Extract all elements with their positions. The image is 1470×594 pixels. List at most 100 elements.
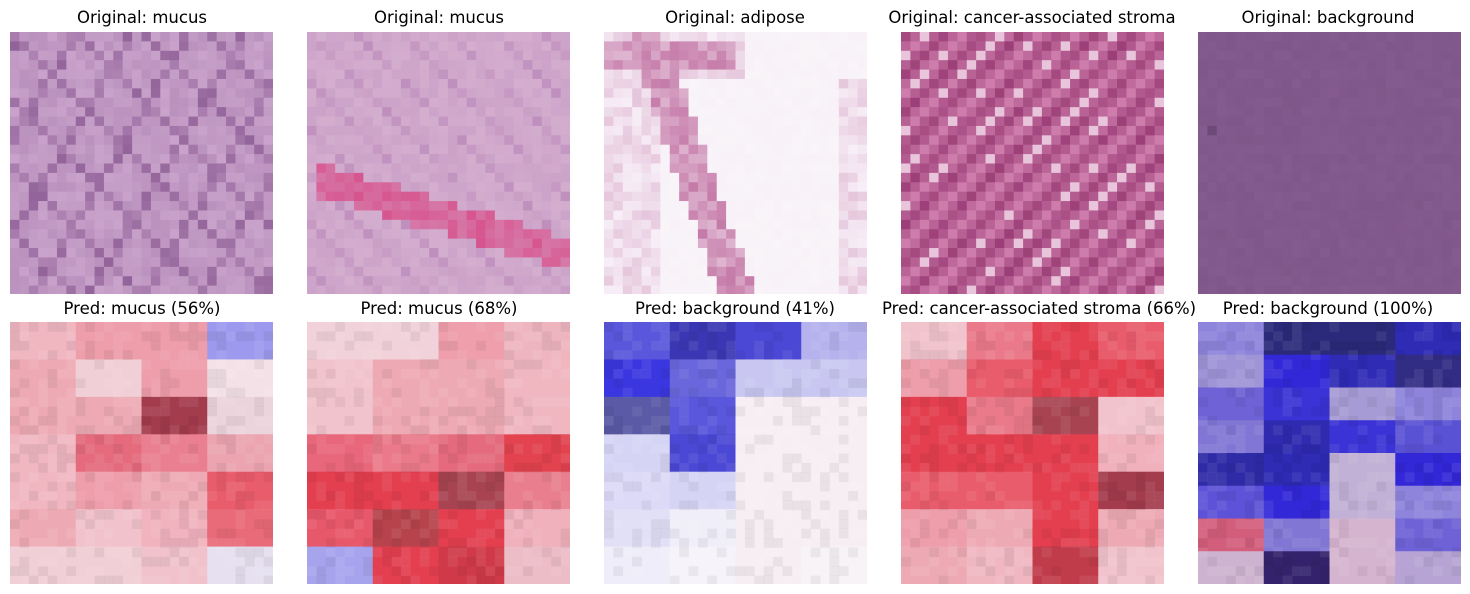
tissue-pixel <box>532 107 543 117</box>
tissue-pixel <box>1154 107 1164 117</box>
tissue-pixel <box>1282 60 1293 70</box>
tissue-pixel <box>1282 69 1293 80</box>
tissue-pixel <box>169 248 180 258</box>
tissue-pixel <box>132 41 142 52</box>
tissue-pixel <box>1357 172 1368 183</box>
tissue-pixel <box>1451 172 1461 183</box>
texture-pixel <box>216 378 227 389</box>
texture-pixel <box>307 509 317 520</box>
texture-pixel <box>660 519 671 530</box>
tissue-pixel <box>94 32 105 42</box>
tissue-pixel <box>1235 50 1246 61</box>
texture-pixel <box>419 491 430 501</box>
tissue-pixel <box>188 32 199 42</box>
texture-pixel <box>551 434 561 445</box>
tissue-pixel <box>697 69 708 80</box>
tissue-pixel <box>1051 276 1062 286</box>
tissue-pixel <box>1235 97 1246 108</box>
tissue-pixel <box>28 238 39 249</box>
tissue-pixel <box>344 163 355 174</box>
tissue-pixel <box>726 266 736 277</box>
tissue-pixel <box>604 182 614 193</box>
tissue-pixel <box>56 276 67 286</box>
tissue-pixel <box>494 285 505 294</box>
tissue-pixel <box>1004 41 1015 52</box>
tissue-pixel <box>857 125 867 136</box>
tissue-pixel <box>1207 210 1218 221</box>
tissue-pixel <box>244 266 255 277</box>
texture-pixel <box>447 397 458 407</box>
tissue-pixel <box>1126 285 1137 294</box>
tissue-pixel <box>688 69 699 80</box>
texture-pixel <box>150 434 161 445</box>
texture-pixel <box>679 415 689 426</box>
tissue-pixel <box>1442 219 1452 230</box>
tissue-pixel <box>1385 172 1396 183</box>
texture-pixel <box>353 397 364 407</box>
tissue-pixel <box>94 266 105 277</box>
tissue-pixel <box>197 41 208 52</box>
tissue-pixel <box>307 266 317 277</box>
texture-pixel <box>532 556 543 567</box>
texture-pixel <box>754 350 765 360</box>
texture-pixel <box>494 415 505 426</box>
texture-pixel <box>485 387 496 398</box>
texture-pixel <box>523 406 533 417</box>
tissue-pixel <box>254 144 264 155</box>
texture-pixel <box>782 397 793 407</box>
tissue-pixel <box>85 285 95 294</box>
texture-pixel <box>707 406 718 417</box>
texture-pixel <box>19 331 30 342</box>
tissue-pixel <box>504 285 515 294</box>
tissue-pixel <box>226 41 236 52</box>
tissue-pixel <box>1254 248 1265 258</box>
tissue-pixel <box>476 248 486 258</box>
tissue-pixel <box>1135 276 1146 286</box>
tissue-pixel <box>391 248 402 258</box>
tissue-pixel <box>650 116 661 127</box>
texture-pixel <box>419 453 430 464</box>
tissue-pixel <box>947 78 958 89</box>
tissue-pixel <box>1235 210 1246 221</box>
tissue-pixel <box>1385 201 1396 211</box>
tissue-pixel <box>976 144 986 155</box>
tissue-pixel <box>707 172 718 183</box>
tissue-pixel <box>1442 163 1452 174</box>
tissue-pixel <box>1145 154 1155 164</box>
tissue-pixel <box>919 107 930 117</box>
tissue-pixel <box>541 219 552 230</box>
tissue-pixel <box>966 78 977 89</box>
tissue-pixel <box>1291 97 1302 108</box>
texture-pixel <box>179 453 189 464</box>
texture-pixel <box>75 340 86 351</box>
tissue-pixel <box>363 97 374 108</box>
tissue-pixel <box>1226 191 1236 202</box>
texture-pixel <box>56 547 67 558</box>
tissue-pixel <box>679 248 689 258</box>
tissue-pixel <box>541 144 552 155</box>
texture-pixel <box>622 350 633 360</box>
tissue-pixel <box>560 116 570 127</box>
tissue-pixel <box>244 88 255 99</box>
texture-pixel <box>47 415 58 426</box>
original-title-5: Original: background <box>1241 8 1415 27</box>
tissue-pixel <box>1004 191 1015 202</box>
tissue-pixel <box>1117 116 1127 127</box>
tissue-pixel <box>141 285 152 294</box>
tissue-pixel <box>1004 182 1015 193</box>
tissue-pixel <box>188 41 199 52</box>
tissue-pixel <box>848 32 858 42</box>
tissue-pixel <box>801 135 812 146</box>
tissue-pixel <box>169 257 180 268</box>
tissue-pixel <box>1117 172 1127 183</box>
texture-pixel <box>641 519 652 530</box>
tissue-pixel <box>504 229 515 240</box>
texture-pixel <box>523 538 533 548</box>
tissue-pixel <box>10 50 20 61</box>
texture-pixel <box>679 556 689 567</box>
texture-pixel <box>697 575 708 584</box>
tissue-pixel <box>910 32 921 42</box>
tissue-pixel <box>966 60 977 70</box>
tissue-pixel <box>353 144 364 155</box>
tissue-pixel <box>504 248 515 258</box>
